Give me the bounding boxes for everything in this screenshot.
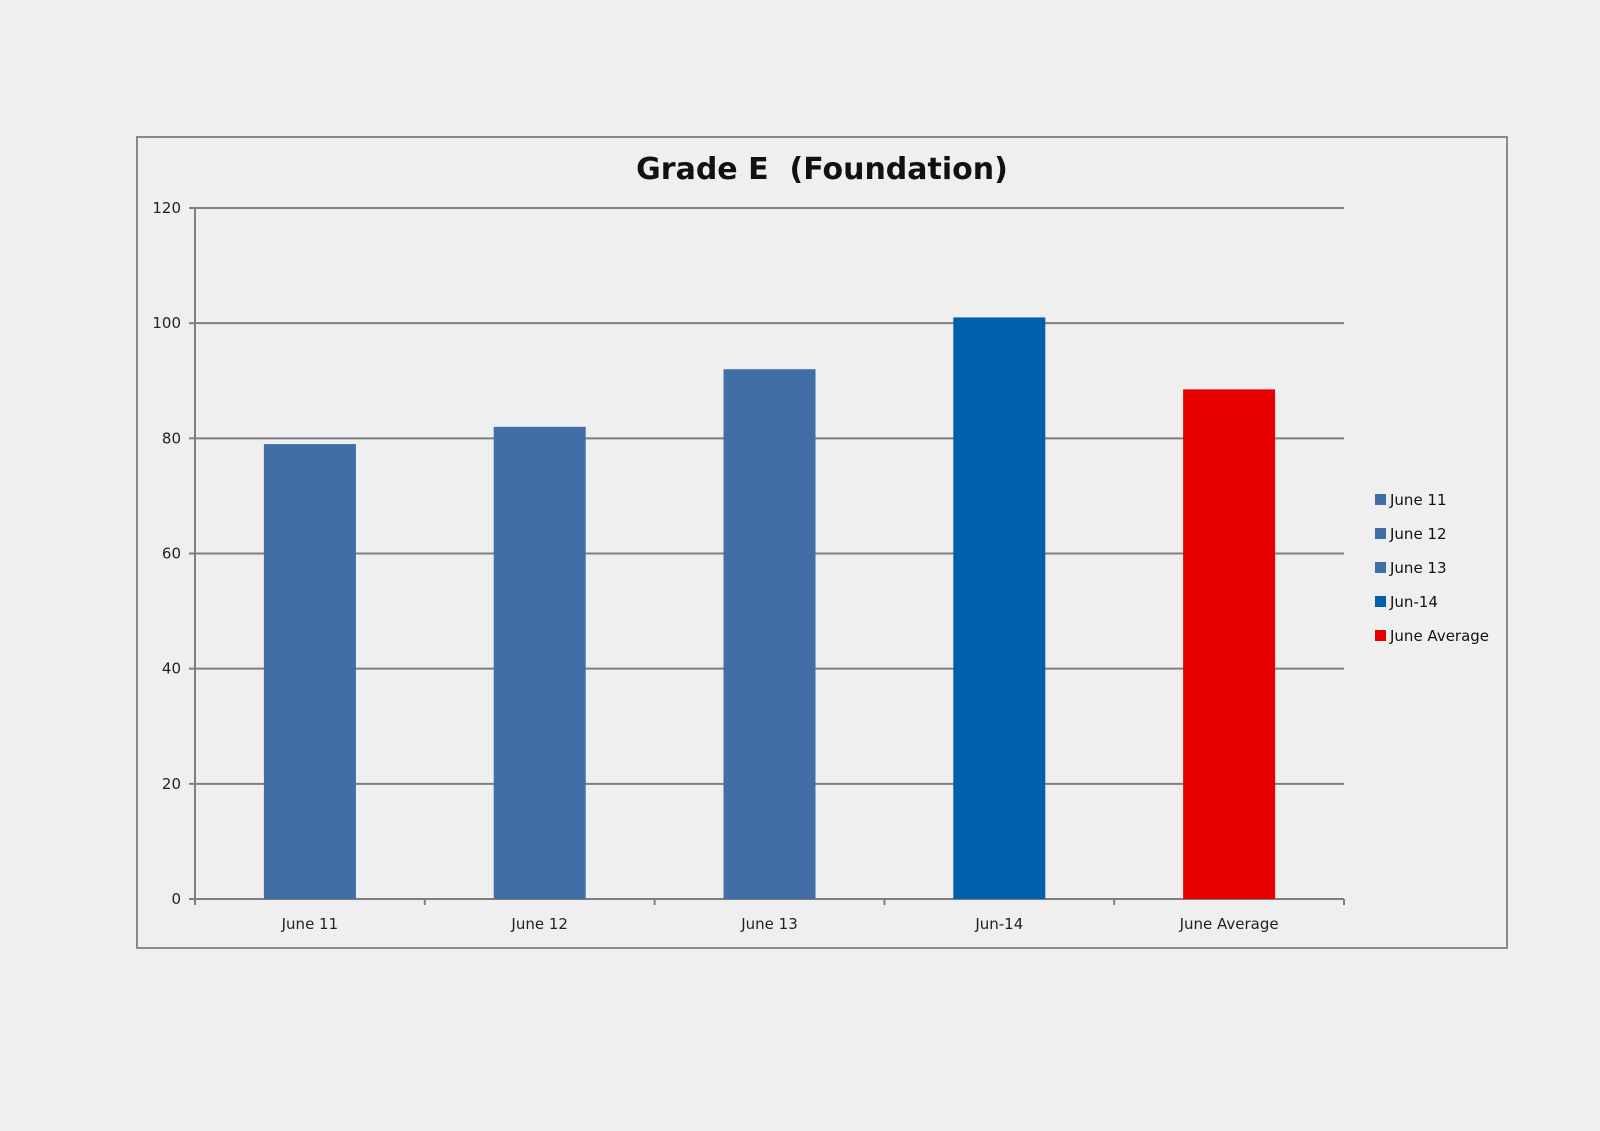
x-tick-label: Jun-14 <box>974 915 1023 933</box>
bar-june-12 <box>493 426 586 899</box>
legend-label: June Average <box>1389 627 1489 645</box>
legend-swatch <box>1375 596 1386 607</box>
y-tick-label: 120 <box>152 199 181 217</box>
chart-plot: 0 20 40 60 80 100 120 June 11 June 12 June 13 Jun-… <box>152 199 1489 933</box>
y-tick-label: 60 <box>162 545 181 563</box>
legend-label: June 13 <box>1389 559 1447 577</box>
x-tick-label: June 11 <box>281 915 339 933</box>
x-tick-label: June 12 <box>510 915 568 933</box>
y-tick-label: 80 <box>162 429 181 447</box>
x-tick-label: June Average <box>1179 915 1279 933</box>
y-tick-label: 20 <box>162 775 181 793</box>
y-tick-label: 100 <box>152 314 181 332</box>
bar-june-average <box>1183 389 1276 899</box>
legend-swatch <box>1375 494 1386 505</box>
y-tick-label: 40 <box>162 660 181 678</box>
bar-jun-14 <box>953 317 1046 899</box>
bar-june-11 <box>263 444 356 899</box>
bar-june-13 <box>723 369 816 899</box>
legend-label: June 12 <box>1389 525 1447 543</box>
legend-swatch <box>1375 630 1386 641</box>
x-tick-label: June 13 <box>740 915 798 933</box>
y-tick-label: 0 <box>171 890 181 908</box>
chart-frame: Grade E (Foundation) 0 20 40 60 80 100 120 June… <box>136 136 1508 949</box>
legend-label: Jun-14 <box>1389 593 1438 611</box>
chart-title: Grade E (Foundation) <box>636 152 1008 187</box>
legend-swatch <box>1375 562 1386 573</box>
legend-label: June 11 <box>1389 491 1447 509</box>
legend-swatch <box>1375 528 1386 539</box>
